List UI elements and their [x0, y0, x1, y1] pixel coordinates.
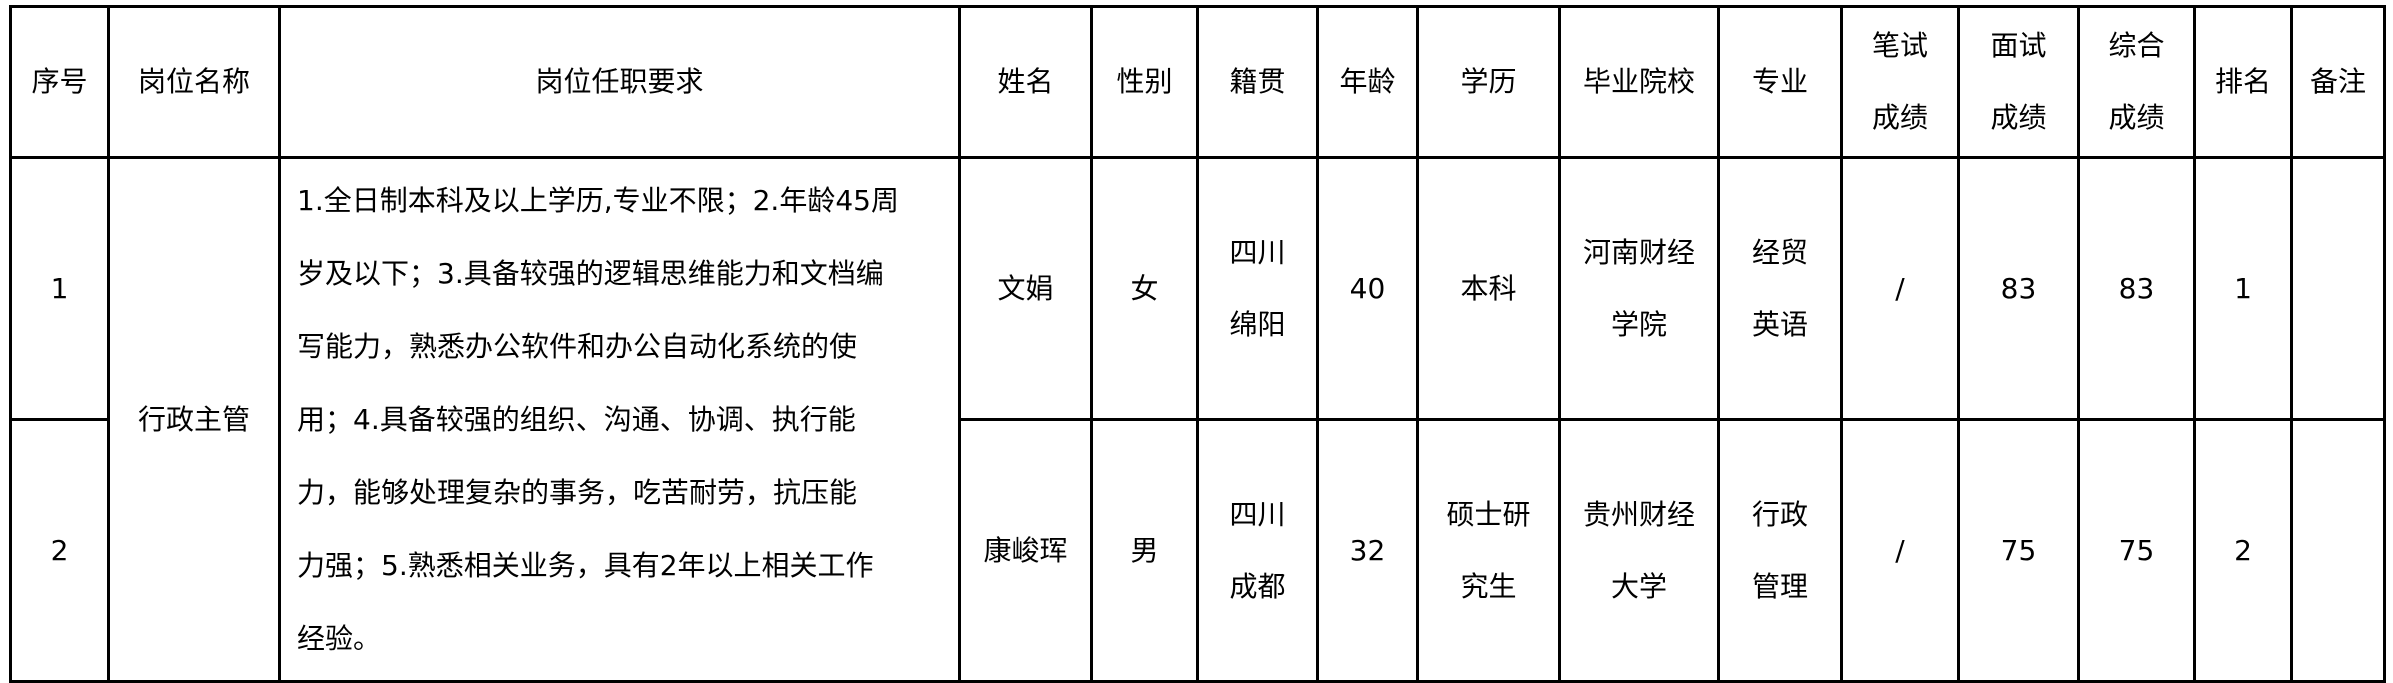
- cell-text: 究生: [1460, 569, 1517, 603]
- cell-origin: 四川 成都: [1196, 418, 1319, 683]
- cell-text: 四川: [1229, 497, 1286, 531]
- requirement-line: 经验。: [297, 622, 382, 655]
- cell-text: 经贸: [1751, 235, 1808, 269]
- requirement-line: 1.全日制本科及以上学历,专业不限；2.年龄45周: [297, 184, 899, 217]
- header-written-score: 笔试 成绩: [1840, 5, 1960, 159]
- header-school: 毕业院校: [1558, 5, 1720, 159]
- table-row: 1 行政主管 1.全日制本科及以上学历,专业不限；2.年龄45周 岁及以下；3.…: [9, 156, 2386, 683]
- cell-written-score: /: [1840, 418, 1960, 683]
- cell-index: 1: [9, 156, 110, 421]
- cell-text: 行政: [1751, 497, 1808, 531]
- cell-total-score: 83: [2077, 156, 2196, 421]
- cell-remark: [2290, 156, 2386, 421]
- cell-text: 成都: [1229, 569, 1286, 603]
- cell-text: 英语: [1751, 307, 1808, 341]
- header-text: 面试: [1990, 29, 2047, 62]
- cell-text: 本科: [1460, 271, 1517, 305]
- header-requirements: 岗位任职要求: [278, 5, 961, 159]
- header-position: 岗位名称: [107, 5, 281, 159]
- requirement-line: 力强；5.熟悉相关业务，具有2年以上相关工作: [297, 549, 874, 582]
- cell-age: 32: [1316, 418, 1419, 683]
- cell-text: 大学: [1610, 569, 1667, 603]
- cell-education: 本科: [1416, 156, 1561, 421]
- cell-text: 贵州财经: [1582, 497, 1695, 531]
- cell-age: 40: [1316, 156, 1419, 421]
- header-age: 年龄: [1316, 5, 1419, 159]
- header-origin: 籍贯: [1196, 5, 1319, 159]
- cell-interview-score: 83: [1957, 156, 2080, 421]
- header-total-score: 综合 成绩: [2077, 5, 2196, 159]
- requirement-line: 岁及以下；3.具备较强的逻辑思维能力和文档编: [297, 257, 884, 290]
- cell-name: 康峻珲: [958, 418, 1093, 683]
- cell-school: 河南财经 学院: [1558, 156, 1720, 421]
- cell-rank: 1: [2193, 156, 2293, 421]
- cell-interview-score: 75: [1957, 418, 2080, 683]
- header-text: 成绩: [2108, 101, 2165, 134]
- cell-rank: 2: [2193, 418, 2293, 683]
- header-text: 成绩: [1990, 101, 2047, 134]
- cell-gender: 女: [1090, 156, 1199, 421]
- cell-text: 学院: [1610, 307, 1667, 341]
- cell-written-score: /: [1840, 156, 1960, 421]
- header-index: 序号: [9, 5, 110, 159]
- candidate-table: 序号 岗位名称 岗位任职要求 姓名 性别 籍贯 年龄 学历 毕业院校 专业 笔试…: [9, 5, 2386, 683]
- requirement-line: 用；4.具备较强的组织、沟通、协调、执行能: [297, 403, 856, 436]
- cell-gender: 男: [1090, 418, 1199, 683]
- header-text: 综合: [2108, 29, 2165, 62]
- header-gender: 性别: [1090, 5, 1199, 159]
- header-text: 笔试: [1871, 29, 1928, 62]
- requirement-line: 写能力，熟悉办公软件和办公自动化系统的使: [297, 330, 858, 363]
- header-text: 成绩: [1871, 101, 1928, 134]
- table-row: 2 康峻珲 男 四川成都 32 硕士研究生 贵州财经大学 行政管理 / 75 7…: [9, 418, 2386, 683]
- header-name: 姓名: [958, 5, 1093, 159]
- cell-school: 贵州财经 大学: [1558, 418, 1720, 683]
- cell-total-score: 75: [2077, 418, 2196, 683]
- header-rank: 排名: [2193, 5, 2293, 159]
- requirement-line: 力，能够处理复杂的事务，吃苦耐劳，抗压能: [297, 476, 858, 509]
- header-major: 专业: [1717, 5, 1843, 159]
- cell-requirements: 1.全日制本科及以上学历,专业不限；2.年龄45周 岁及以下；3.具备较强的逻辑…: [278, 156, 961, 683]
- cell-index: 2: [9, 418, 110, 683]
- cell-origin: 四川 绵阳: [1196, 156, 1319, 421]
- cell-education: 硕士研 究生: [1416, 418, 1561, 683]
- header-interview-score: 面试 成绩: [1957, 5, 2080, 159]
- cell-text: 管理: [1751, 569, 1808, 603]
- cell-text: 硕士研: [1446, 497, 1531, 531]
- cell-remark: [2290, 418, 2386, 683]
- cell-name: 文娟: [958, 156, 1093, 421]
- cell-text: 河南财经: [1582, 235, 1695, 269]
- cell-major: 经贸 英语: [1717, 156, 1843, 421]
- cell-major: 行政 管理: [1717, 418, 1843, 683]
- cell-text: 四川: [1229, 235, 1286, 269]
- header-row: 序号 岗位名称 岗位任职要求 姓名 性别 籍贯 年龄 学历 毕业院校 专业 笔试…: [9, 5, 2386, 159]
- cell-position: 行政主管: [107, 156, 281, 683]
- header-remark: 备注: [2290, 5, 2386, 159]
- header-education: 学历: [1416, 5, 1561, 159]
- cell-text: 绵阳: [1229, 307, 1286, 341]
